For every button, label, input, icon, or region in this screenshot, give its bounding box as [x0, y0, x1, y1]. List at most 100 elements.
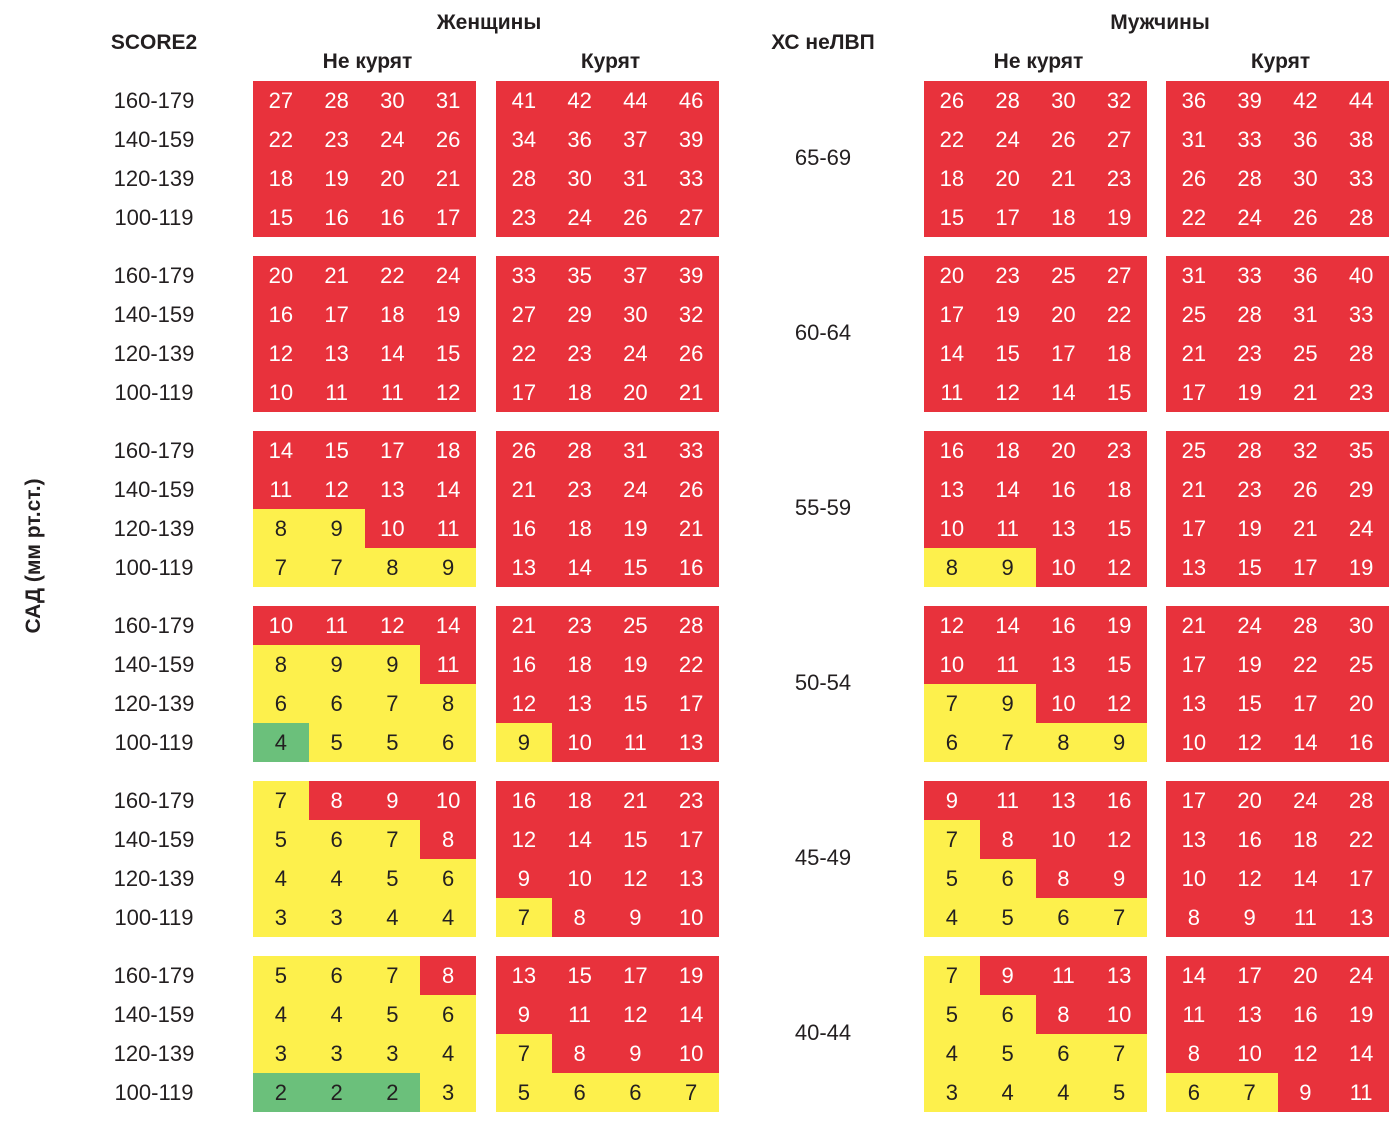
- risk-cell: 6: [420, 859, 476, 898]
- risk-cell: 5: [364, 723, 421, 762]
- risk-cell: 28: [1221, 159, 1278, 198]
- risk-cell: 19: [1221, 373, 1278, 412]
- risk-cell: 25: [607, 606, 664, 645]
- risk-cell: 16: [364, 198, 421, 237]
- risk-cell: 27: [1091, 120, 1147, 159]
- sbp-label: 140-159: [113, 477, 195, 502]
- risk-cell: 17: [1035, 334, 1092, 373]
- risk-cell: 9: [1221, 898, 1278, 937]
- risk-cell: 11: [924, 373, 980, 412]
- risk-cell: 12: [1221, 859, 1278, 898]
- men-nonsmoker-header: Не курят: [993, 50, 1084, 73]
- risk-cell: 23: [551, 606, 608, 645]
- risk-cell: 11: [1035, 956, 1092, 995]
- xc-header: ХС неЛВП: [771, 31, 875, 54]
- risk-cell: 14: [1035, 373, 1092, 412]
- risk-cell: 5: [1091, 1073, 1147, 1112]
- risk-cell: 38: [1333, 120, 1389, 159]
- age-group-label: 45-49: [794, 845, 852, 870]
- risk-cell: 14: [1277, 859, 1334, 898]
- risk-cell: 17: [1277, 684, 1334, 723]
- risk-cell: 37: [607, 120, 664, 159]
- risk-cell: 9: [924, 781, 980, 820]
- risk-cell: 13: [924, 470, 980, 509]
- risk-cell: 20: [253, 256, 309, 295]
- risk-cell: 23: [1221, 470, 1278, 509]
- risk-grid-women-smoke-40-44: 13 15 17 19 9 11 12 14 7 8 9 10 5 6 6 7: [496, 956, 719, 1112]
- risk-grid-men-non-40-44: 7 9 11 13 5 6 8 10 4 5 6 7 3 4 4 5: [924, 956, 1147, 1112]
- risk-cell: 18: [253, 159, 309, 198]
- risk-cell: 22: [663, 645, 719, 684]
- risk-cell: 7: [364, 684, 421, 723]
- risk-cell: 25: [1166, 431, 1222, 470]
- risk-cell: 24: [364, 120, 421, 159]
- sbp-label: 140-159: [113, 302, 195, 327]
- risk-cell: 15: [308, 431, 365, 470]
- risk-cell: 29: [551, 295, 608, 334]
- risk-cell: 9: [496, 859, 552, 898]
- risk-cell: 22: [496, 334, 552, 373]
- risk-grid-women-non-45-49: 7 8 9 10 5 6 7 8 4 4 5 6 3 3 4 4: [253, 781, 476, 937]
- risk-cell: 28: [496, 159, 552, 198]
- risk-cell: 5: [364, 995, 421, 1034]
- risk-cell: 21: [607, 781, 664, 820]
- risk-cell: 12: [1221, 723, 1278, 762]
- risk-cell: 21: [496, 470, 552, 509]
- risk-grid-women-smoke-50-54: 21 23 25 28 16 18 19 22 12 13 15 17 9 10 11 13: [496, 606, 719, 762]
- risk-cell: 7: [979, 723, 1036, 762]
- risk-cell: 26: [663, 470, 719, 509]
- risk-cell: 26: [1277, 470, 1334, 509]
- risk-cell: 18: [1277, 820, 1334, 859]
- risk-cell: 17: [663, 820, 719, 859]
- risk-grid-women-smoke-45-49: 16 18 21 23 12 14 15 17 9 10 12 13 7 8 9 10: [496, 781, 719, 937]
- risk-cell: 16: [1035, 470, 1092, 509]
- risk-grid-men-smoke-60-64: 31 33 36 40 25 28 31 33 21 23 25 28 17 19 21 23: [1166, 256, 1389, 412]
- risk-cell: 15: [420, 334, 476, 373]
- risk-grid-women-smoke-55-59: 26 28 31 33 21 23 24 26 16 18 19 21 13 14 15 16: [496, 431, 719, 587]
- sbp-label: 120-139: [113, 341, 195, 366]
- risk-cell: 21: [1166, 334, 1222, 373]
- risk-cell: 16: [1277, 995, 1334, 1034]
- risk-cell: 31: [420, 81, 476, 120]
- risk-cell: 32: [1091, 81, 1147, 120]
- risk-cell: 9: [420, 548, 476, 587]
- risk-cell: 11: [1166, 995, 1222, 1034]
- risk-cell: 13: [1035, 645, 1092, 684]
- risk-cell: 14: [420, 470, 476, 509]
- risk-cell: 23: [979, 256, 1036, 295]
- risk-cell: 14: [979, 606, 1036, 645]
- risk-cell: 14: [924, 334, 980, 373]
- risk-cell: 30: [607, 295, 664, 334]
- risk-cell: 36: [1277, 120, 1334, 159]
- risk-cell: 33: [663, 431, 719, 470]
- risk-cell: 13: [364, 470, 421, 509]
- age-group-label: 65-69: [794, 145, 852, 170]
- risk-cell: 30: [1333, 606, 1389, 645]
- risk-cell: 15: [607, 548, 664, 587]
- risk-cell: 13: [1091, 956, 1147, 995]
- risk-cell: 16: [1333, 723, 1389, 762]
- risk-cell: 10: [1035, 684, 1092, 723]
- risk-cell: 6: [607, 1073, 664, 1112]
- risk-cell: 28: [663, 606, 719, 645]
- risk-cell: 13: [308, 334, 365, 373]
- risk-cell: 26: [924, 81, 980, 120]
- risk-cell: 28: [979, 81, 1036, 120]
- risk-cell: 4: [924, 898, 980, 937]
- sbp-label: 160-179: [113, 788, 195, 813]
- sbp-label: 160-179: [113, 88, 195, 113]
- risk-cell: 26: [607, 198, 664, 237]
- risk-cell: 15: [1091, 509, 1147, 548]
- risk-cell: 20: [607, 373, 664, 412]
- risk-cell: 2: [253, 1073, 309, 1112]
- risk-cell: 10: [1091, 995, 1147, 1034]
- risk-cell: 9: [979, 548, 1036, 587]
- risk-cell: 9: [979, 956, 1036, 995]
- risk-cell: 23: [1333, 373, 1389, 412]
- risk-cell: 18: [924, 159, 980, 198]
- risk-cell: 33: [496, 256, 552, 295]
- risk-cell: 12: [1091, 548, 1147, 587]
- risk-cell: 13: [663, 723, 719, 762]
- risk-cell: 10: [924, 509, 980, 548]
